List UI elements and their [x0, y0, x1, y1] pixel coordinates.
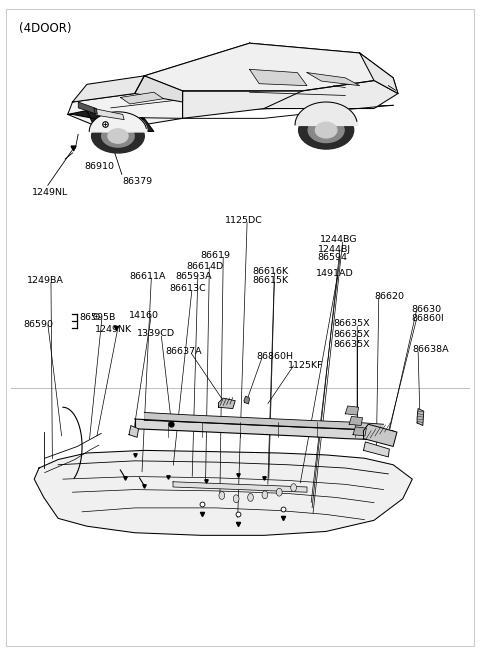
- Polygon shape: [144, 413, 384, 431]
- Polygon shape: [353, 427, 366, 436]
- Text: 86379: 86379: [123, 177, 153, 186]
- Polygon shape: [87, 111, 154, 132]
- Ellipse shape: [315, 122, 337, 138]
- Polygon shape: [173, 481, 307, 492]
- Text: 1125DC: 1125DC: [225, 216, 263, 225]
- Text: 1249BA: 1249BA: [27, 276, 64, 285]
- Text: 86860I: 86860I: [411, 314, 444, 323]
- Text: 86614D: 86614D: [186, 261, 224, 271]
- Ellipse shape: [299, 111, 354, 149]
- Circle shape: [291, 483, 297, 491]
- Text: 86635X: 86635X: [333, 319, 370, 328]
- Polygon shape: [182, 78, 398, 119]
- Text: 86611A: 86611A: [129, 272, 166, 281]
- Circle shape: [233, 495, 239, 502]
- Polygon shape: [78, 102, 97, 115]
- Text: 86615K: 86615K: [252, 276, 288, 285]
- Polygon shape: [34, 451, 412, 535]
- Polygon shape: [218, 398, 235, 409]
- Text: 1244BG: 1244BG: [321, 235, 358, 244]
- Polygon shape: [120, 92, 163, 104]
- Circle shape: [248, 493, 253, 501]
- Circle shape: [276, 488, 282, 496]
- Polygon shape: [417, 409, 424, 426]
- Text: (4DOOR): (4DOOR): [19, 22, 72, 35]
- Text: 86594: 86594: [318, 253, 348, 262]
- Polygon shape: [72, 76, 144, 102]
- Polygon shape: [144, 43, 393, 91]
- Text: 86613C: 86613C: [169, 284, 206, 293]
- Polygon shape: [349, 417, 362, 426]
- Polygon shape: [68, 91, 182, 129]
- Ellipse shape: [102, 125, 134, 147]
- Text: 1339CD: 1339CD: [137, 329, 175, 338]
- Text: 1125KF: 1125KF: [288, 361, 324, 370]
- Polygon shape: [363, 424, 397, 447]
- Polygon shape: [68, 111, 144, 126]
- Polygon shape: [307, 73, 360, 86]
- Ellipse shape: [308, 118, 344, 143]
- Text: 86860H: 86860H: [257, 352, 294, 362]
- Text: 86637A: 86637A: [166, 346, 203, 356]
- Text: 1249NL: 1249NL: [32, 188, 68, 197]
- Ellipse shape: [108, 129, 128, 143]
- Circle shape: [262, 491, 268, 498]
- Text: 86635X: 86635X: [333, 340, 370, 349]
- Text: 1244BJ: 1244BJ: [318, 244, 351, 253]
- Polygon shape: [345, 406, 359, 415]
- Circle shape: [219, 491, 225, 499]
- Ellipse shape: [92, 119, 144, 153]
- Text: 1491AD: 1491AD: [316, 269, 353, 278]
- Polygon shape: [129, 426, 139, 438]
- Text: 86590: 86590: [24, 320, 54, 329]
- Text: 1249NK: 1249NK: [95, 325, 132, 334]
- Polygon shape: [135, 76, 182, 102]
- Text: 86638A: 86638A: [412, 345, 449, 354]
- Polygon shape: [250, 69, 307, 86]
- Polygon shape: [244, 396, 250, 404]
- Text: 86616K: 86616K: [252, 267, 288, 276]
- Text: 86630: 86630: [411, 305, 442, 314]
- Polygon shape: [363, 442, 389, 457]
- Text: 14160: 14160: [129, 310, 159, 320]
- Polygon shape: [360, 53, 398, 94]
- Polygon shape: [135, 419, 393, 445]
- Text: 86619: 86619: [201, 251, 231, 260]
- Text: 86620: 86620: [374, 291, 404, 301]
- Text: 86595B: 86595B: [80, 313, 116, 322]
- Text: 86635X: 86635X: [333, 329, 370, 339]
- Text: 86910: 86910: [84, 162, 114, 171]
- Text: 86593A: 86593A: [175, 272, 212, 281]
- Polygon shape: [94, 109, 124, 120]
